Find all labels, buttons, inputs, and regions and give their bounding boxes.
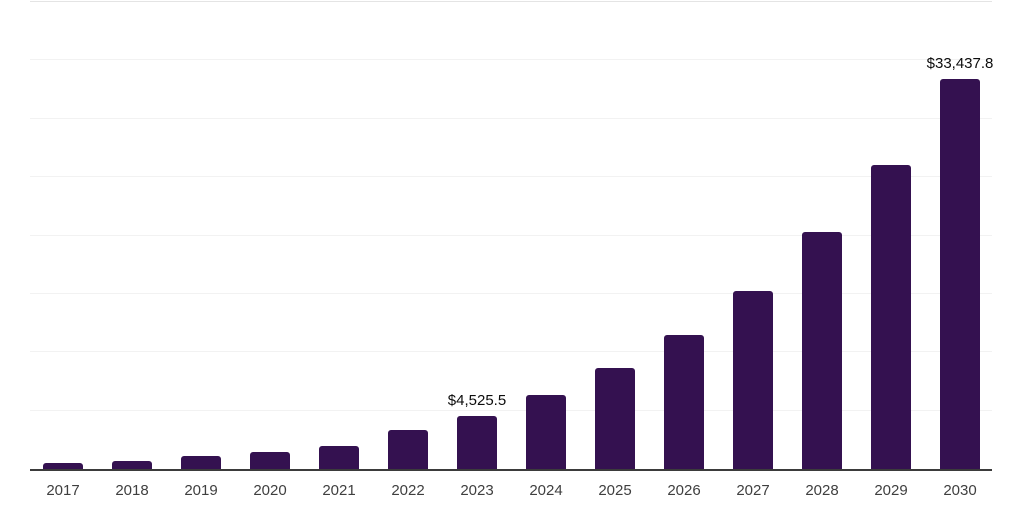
- plot-area: $4,525.5 $33,437.8: [30, 1, 993, 471]
- bar-slot-2022: [388, 2, 428, 469]
- bar-slot-2027: [733, 2, 773, 469]
- x-tick-2028: 2028: [805, 482, 839, 499]
- x-tick-2024: 2024: [529, 482, 563, 499]
- gridline-25000: [30, 176, 992, 178]
- gridline-30000: [30, 117, 992, 119]
- bar-2019: [181, 456, 221, 469]
- x-tick-2021: 2021: [322, 482, 356, 499]
- x-tick-2019: 2019: [184, 482, 218, 499]
- gridline-35000: [30, 59, 992, 61]
- bar-2022: [388, 429, 428, 469]
- bar-slot-2023: $4,525.5: [448, 2, 506, 469]
- bar-slot-2019: [181, 2, 221, 469]
- x-tick-2030: 2030: [943, 482, 977, 499]
- x-tick-2023: 2023: [460, 482, 494, 499]
- bar-slot-2017: [43, 2, 83, 469]
- bar-2027: [733, 291, 773, 469]
- gridline-5000: [30, 409, 992, 411]
- gridline-40000: [30, 1, 992, 2]
- x-tick-2017: 2017: [46, 482, 80, 499]
- bar-2020: [250, 452, 290, 469]
- x-tick-2025: 2025: [598, 482, 632, 499]
- bar-slot-2028: [802, 2, 842, 469]
- bar-2021: [319, 446, 359, 469]
- bar-slot-2021: [319, 2, 359, 469]
- bar-slot-2024: [526, 2, 566, 469]
- bar-2029: [871, 164, 911, 469]
- gridlines: [30, 1, 992, 469]
- x-tick-2022: 2022: [391, 482, 425, 499]
- value-label-2030: $33,437.8: [926, 54, 994, 72]
- bar-slot-2029: [871, 2, 911, 469]
- bar-2025: [595, 368, 635, 469]
- value-label-2023: $4,525.5: [447, 392, 507, 410]
- x-tick-2018: 2018: [115, 482, 149, 499]
- x-axis-labels: 2017 2018 2019 2020 2021 2022 2023 2024 2025 2026…: [30, 483, 992, 498]
- bar-2023: [457, 416, 497, 469]
- x-tick-2026: 2026: [667, 482, 701, 499]
- gridline-20000: [30, 234, 992, 236]
- bar-slot-2030: $33,437.8: [927, 2, 993, 469]
- bar-2018: [112, 461, 152, 469]
- bar-slot-2020: [250, 2, 290, 469]
- gridline-15000: [30, 292, 992, 294]
- gridline-10000: [30, 351, 992, 353]
- bar-2024: [526, 395, 566, 469]
- bar-2030: [940, 78, 980, 469]
- x-tick-2029: 2029: [874, 482, 908, 499]
- bars: $4,525.5 $33,437.8: [30, 2, 993, 469]
- bar-2028: [802, 232, 842, 469]
- x-tick-2027: 2027: [736, 482, 770, 499]
- x-tick-2020: 2020: [253, 482, 287, 499]
- bar-2017: [43, 463, 83, 469]
- bar-slot-2018: [112, 2, 152, 469]
- bar-slot-2026: [664, 2, 704, 469]
- bar-slot-2025: [595, 2, 635, 469]
- bar-2026: [664, 334, 704, 469]
